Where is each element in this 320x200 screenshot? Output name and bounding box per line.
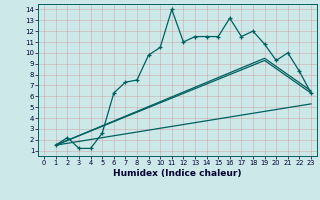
X-axis label: Humidex (Indice chaleur): Humidex (Indice chaleur) [113,169,242,178]
